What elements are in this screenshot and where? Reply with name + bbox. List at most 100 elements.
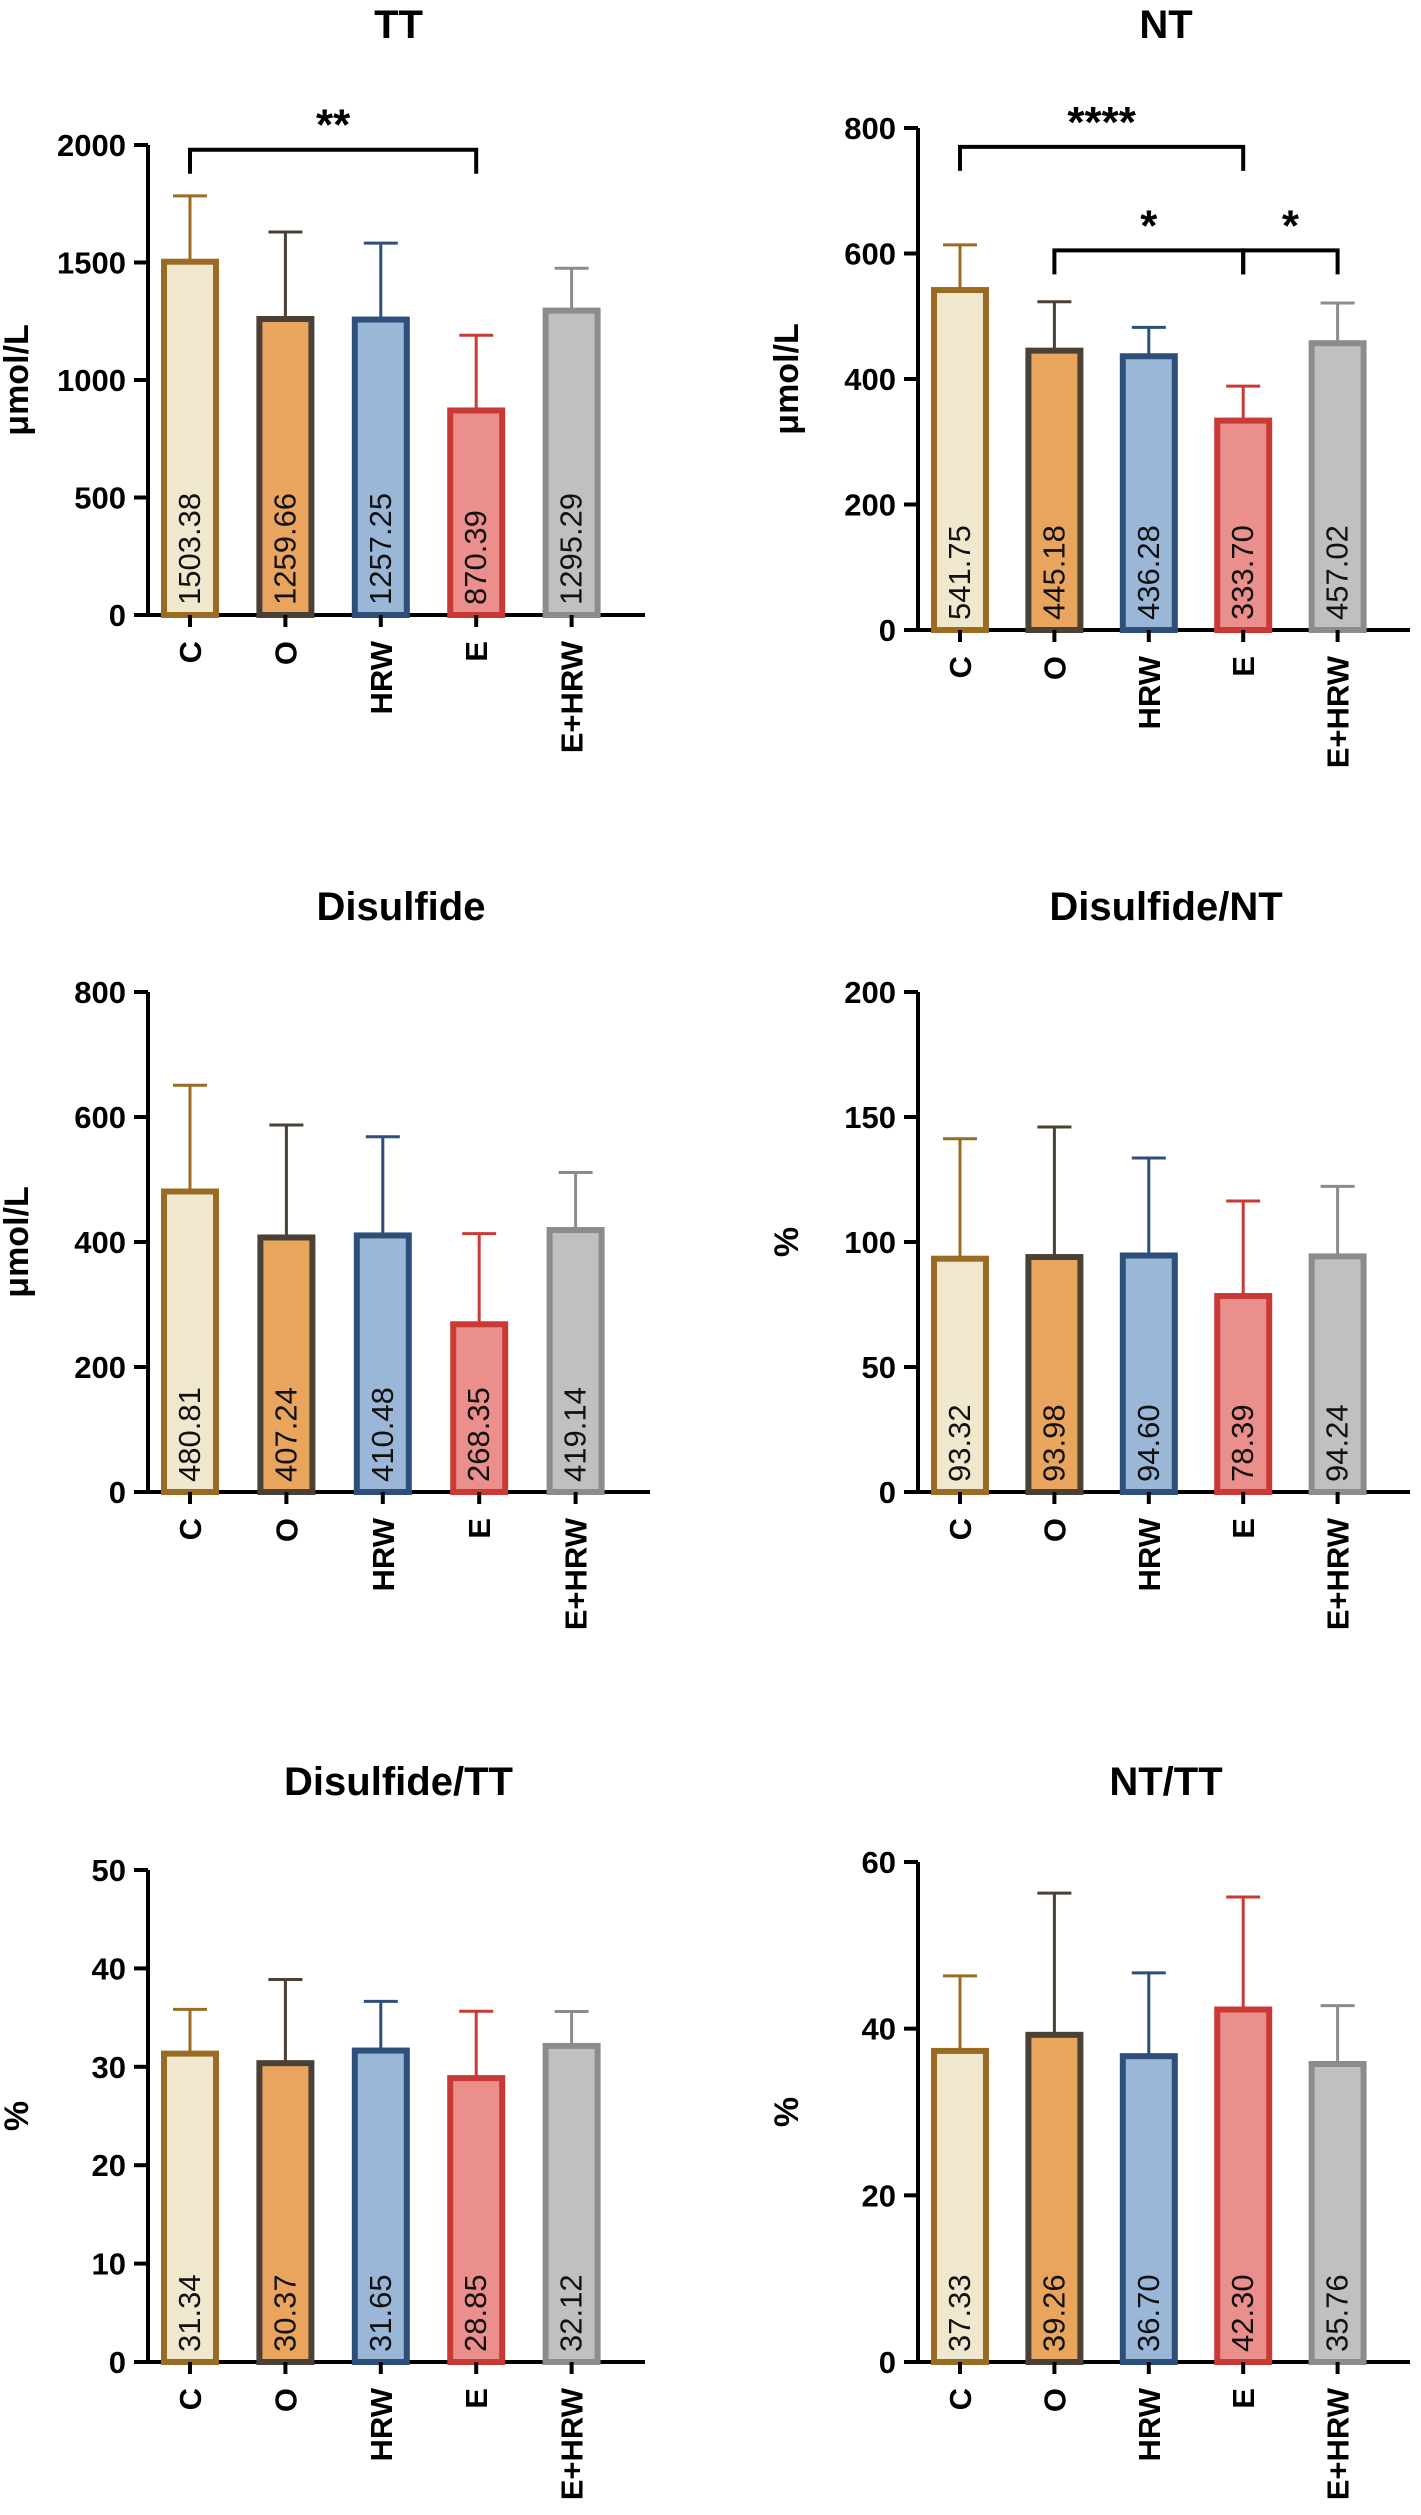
x-tick-label: C xyxy=(173,1518,208,1540)
x-tick-label: HRW xyxy=(1132,655,1167,729)
bar-hrw xyxy=(1119,353,1178,633)
bar-value-label: 37.33 xyxy=(942,2274,977,2352)
bar-value-label: 31.65 xyxy=(363,2274,398,2352)
bar-c xyxy=(931,2047,989,2366)
significance-label: ** xyxy=(316,101,351,150)
y-axis-label: % xyxy=(768,1227,806,1257)
bar-c xyxy=(931,287,989,633)
x-tick-label: E+HRW xyxy=(559,1517,594,1630)
y-tick-label: 200 xyxy=(74,1350,126,1385)
x-tick-label: E+HRW xyxy=(555,2387,590,2500)
x-tick-label: E xyxy=(1226,2388,1261,2409)
x-tick-label: E xyxy=(459,641,494,662)
bar-hrw xyxy=(1119,2053,1178,2366)
bar-c xyxy=(161,258,219,618)
bar-e xyxy=(1214,417,1273,633)
chart-title: Disulfide xyxy=(317,885,486,929)
y-tick-label: 1000 xyxy=(57,363,126,398)
bar-value-label: 436.28 xyxy=(1131,525,1166,620)
chart-panel-disulfide: Disulfide μmol/L 0 200 400 600 800 480.81 C 407.2… xyxy=(0,885,650,1630)
bar-value-label: 1257.25 xyxy=(363,493,398,605)
x-tick-label: O xyxy=(268,2388,303,2412)
bar-value-label: 35.76 xyxy=(1320,2274,1355,2352)
x-tick-label: E+HRW xyxy=(1321,2387,1356,2500)
bar-value-label: 333.70 xyxy=(1225,525,1260,620)
bar-value-label: 94.60 xyxy=(1131,1404,1166,1482)
y-tick-label: 150 xyxy=(844,1100,896,1135)
significance-label: * xyxy=(1140,201,1158,250)
bar-o xyxy=(257,1234,316,1495)
x-tick-label: E+HRW xyxy=(1321,655,1356,768)
y-tick-label: 10 xyxy=(92,2247,126,2282)
x-tick-label: C xyxy=(943,2388,978,2410)
bar-e-hrw xyxy=(1308,340,1367,633)
chart-panel-nt: NT μmol/L 0 200 400 600 800 541.75 C 445.18 O 436.2… xyxy=(768,3,1410,768)
x-tick-label: C xyxy=(173,2388,208,2410)
bar-value-label: 870.39 xyxy=(458,510,493,605)
bar-value-label: 93.98 xyxy=(1036,1404,1071,1482)
y-tick-label: 30 xyxy=(92,2050,126,2085)
bar-value-label: 31.34 xyxy=(172,2274,207,2352)
x-tick-label: E+HRW xyxy=(1321,1517,1356,1630)
bar-value-label: 42.30 xyxy=(1225,2274,1260,2352)
bar-value-label: 36.70 xyxy=(1131,2274,1166,2352)
bar-value-label: 457.02 xyxy=(1320,525,1355,620)
y-tick-label: 0 xyxy=(879,613,896,648)
y-tick-label: 0 xyxy=(109,598,126,633)
x-tick-label: O xyxy=(1037,1518,1072,1542)
chart-title: NT/TT xyxy=(1109,1760,1222,1804)
bar-value-label: 39.26 xyxy=(1036,2274,1071,2352)
y-tick-label: 1500 xyxy=(57,246,126,281)
x-tick-label: HRW xyxy=(1132,1517,1167,1591)
y-axis-label: μmol/L xyxy=(0,324,36,435)
x-tick-label: C xyxy=(943,656,978,678)
significance-bracket xyxy=(1052,248,1246,275)
y-tick-label: 600 xyxy=(844,237,896,272)
y-axis-label: % xyxy=(768,2097,806,2127)
bar-e xyxy=(1214,1293,1273,1496)
x-tick-label: E+HRW xyxy=(555,640,590,753)
bar-value-label: 28.85 xyxy=(458,2274,493,2352)
chart-title: Disulfide/TT xyxy=(284,1760,513,1804)
chart-panel-nt-tt: NT/TT% 0 20 40 60 37.33 C 39.26 O 36.70 HRW 42.30 E 3… xyxy=(768,1760,1410,2500)
chart-panel-tt: TT μmol/L 0 500 1000 1500 2000 1503.38 C 1259.66 O… xyxy=(0,3,645,753)
y-tick-label: 60 xyxy=(862,1845,896,1880)
x-tick-label: HRW xyxy=(1132,2387,1167,2461)
chart-title: TT xyxy=(374,3,423,47)
bar-value-label: 480.81 xyxy=(172,1387,207,1482)
bar-value-label: 32.12 xyxy=(554,2274,589,2352)
y-tick-label: 0 xyxy=(879,1475,896,1510)
x-tick-label: C xyxy=(173,641,208,663)
significance-bracket xyxy=(958,144,1246,171)
chart-panel-disulfide-tt: Disulfide/TT% 0 10 20 30 40 50 31.34 C 30.37 O 31.6… xyxy=(0,1760,645,2500)
bar-value-label: 268.35 xyxy=(461,1387,496,1482)
bar-value-label: 93.32 xyxy=(942,1404,977,1482)
chart-title: Disulfide/NT xyxy=(1049,885,1282,929)
x-tick-label: E xyxy=(459,2388,494,2409)
x-tick-label: O xyxy=(269,1518,304,1542)
x-tick-label: O xyxy=(1037,2388,1072,2412)
bar-value-label: 410.48 xyxy=(365,1387,400,1482)
y-tick-label: 0 xyxy=(109,2345,126,2380)
bar-value-label: 78.39 xyxy=(1225,1404,1260,1482)
bar-value-label: 1295.29 xyxy=(554,493,589,605)
y-tick-label: 40 xyxy=(92,1951,126,1986)
y-tick-label: 800 xyxy=(74,975,126,1010)
bar-e xyxy=(1214,2006,1273,2365)
y-tick-label: 20 xyxy=(862,2178,896,2213)
bar-value-label: 1503.38 xyxy=(172,493,207,605)
x-tick-label: E xyxy=(462,1518,497,1539)
y-tick-label: 50 xyxy=(92,1853,126,1888)
bar-hrw xyxy=(351,316,410,618)
significance-bracket xyxy=(1241,248,1340,275)
y-tick-label: 20 xyxy=(92,2148,126,2183)
bar-c xyxy=(931,1255,989,1495)
bar-o xyxy=(256,2060,315,2365)
y-tick-label: 200 xyxy=(844,488,896,523)
bar-value-label: 445.18 xyxy=(1036,525,1071,620)
x-tick-label: O xyxy=(1037,656,1072,680)
y-tick-label: 400 xyxy=(844,362,896,397)
bar-value-label: 407.24 xyxy=(268,1387,303,1482)
bar-value-label: 30.37 xyxy=(267,2274,302,2352)
y-tick-label: 40 xyxy=(862,2012,896,2047)
